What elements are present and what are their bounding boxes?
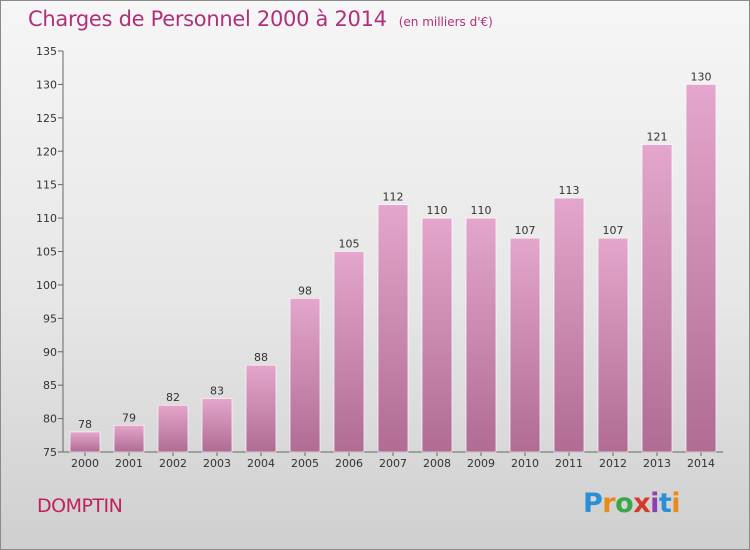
data-label-2005: 98 <box>298 284 312 297</box>
y-tick-label: 115 <box>36 179 57 192</box>
y-tick-label: 95 <box>43 312 57 325</box>
x-tick-label: 2008 <box>423 457 451 470</box>
bar-2007 <box>377 204 409 453</box>
x-tick-label: 2007 <box>379 457 407 470</box>
y-tick-label: 120 <box>36 145 57 158</box>
x-tick-label: 2003 <box>203 457 231 470</box>
y-tick-label: 100 <box>36 279 57 292</box>
x-tick-label: 2005 <box>291 457 319 470</box>
y-tick-label: 110 <box>36 212 57 225</box>
data-label-2010: 107 <box>515 224 536 237</box>
bar-2003 <box>201 398 233 453</box>
chart-title-text: Charges de Personnel 2000 à 2014 <box>28 7 387 31</box>
y-tick-label: 85 <box>43 379 57 392</box>
y-tick-label: 105 <box>36 246 57 259</box>
x-tick-label: 2001 <box>115 457 143 470</box>
bar-2012 <box>597 237 629 453</box>
x-tick-label: 2000 <box>71 457 99 470</box>
data-label-2001: 79 <box>122 411 136 424</box>
x-tick-label: 2004 <box>247 457 275 470</box>
y-tick-label: 130 <box>36 78 57 91</box>
data-labels: 78 79 82 83 88 98 105 112 110 110 107 113 107 121 130 <box>78 70 712 431</box>
data-label-2008: 110 <box>427 204 448 217</box>
x-tick-label: 2006 <box>335 457 363 470</box>
x-tick-label: 2009 <box>467 457 495 470</box>
data-label-2006: 105 <box>339 238 360 251</box>
y-tick-label: 75 <box>43 446 57 459</box>
x-tick-label: 2010 <box>511 457 539 470</box>
bar-2008 <box>421 217 453 453</box>
y-tick-label: 80 <box>43 413 57 426</box>
logo-letter: t <box>658 488 672 519</box>
x-tick-label: 2013 <box>643 457 671 470</box>
data-label-2013: 121 <box>647 131 668 144</box>
chart-subtitle: (en milliers d'€) <box>398 15 493 29</box>
y-tick-label: 135 <box>36 45 57 58</box>
y-axis: 75 80 85 90 95 100 105 110 115 120 125 130 135 <box>36 45 64 459</box>
data-label-2011: 113 <box>559 184 580 197</box>
proxiti-logo: Proxiti <box>583 488 681 519</box>
data-label-2007: 112 <box>383 191 404 204</box>
logo-letter: o <box>615 488 634 519</box>
data-label-2014: 130 <box>691 70 712 83</box>
data-label-2002: 82 <box>166 391 180 404</box>
x-tick-label: 2012 <box>599 457 627 470</box>
data-label-2012: 107 <box>603 224 624 237</box>
logo-letter: x <box>633 488 651 519</box>
chart-title: Charges de Personnel 2000 à 2014 (en mill… <box>28 7 493 31</box>
bar-2005 <box>289 297 321 453</box>
y-tick-label: 90 <box>43 346 57 359</box>
x-tick-label: 2014 <box>687 457 715 470</box>
x-tick-label: 2002 <box>159 457 187 470</box>
data-label-2004: 88 <box>254 351 268 364</box>
y-tick-label: 125 <box>36 112 57 125</box>
data-label-2009: 110 <box>471 204 492 217</box>
bar-2001 <box>113 424 145 453</box>
bars <box>69 84 717 453</box>
bar-2011 <box>553 197 585 453</box>
x-tick-label: 2011 <box>555 457 583 470</box>
logo-letter: i <box>650 488 659 519</box>
logo-letter: i <box>671 488 681 519</box>
bar-2010 <box>509 237 541 453</box>
town-name: DOMPTIN <box>37 495 123 517</box>
bar-2000 <box>69 431 101 453</box>
bar-2006 <box>333 251 365 453</box>
data-label-2003: 83 <box>210 385 224 398</box>
bar-2014 <box>685 84 717 453</box>
bar-2013 <box>641 144 673 453</box>
data-label-2000: 78 <box>78 418 92 431</box>
logo-letter: r <box>602 488 616 519</box>
bar-2002 <box>157 404 189 453</box>
bar-2009 <box>465 217 497 453</box>
x-axis: 2000 2001 2002 2003 2004 2005 2006 2007 2008 2009… <box>63 451 723 470</box>
logo-letter: P <box>583 488 603 519</box>
bar-2004 <box>245 364 277 453</box>
